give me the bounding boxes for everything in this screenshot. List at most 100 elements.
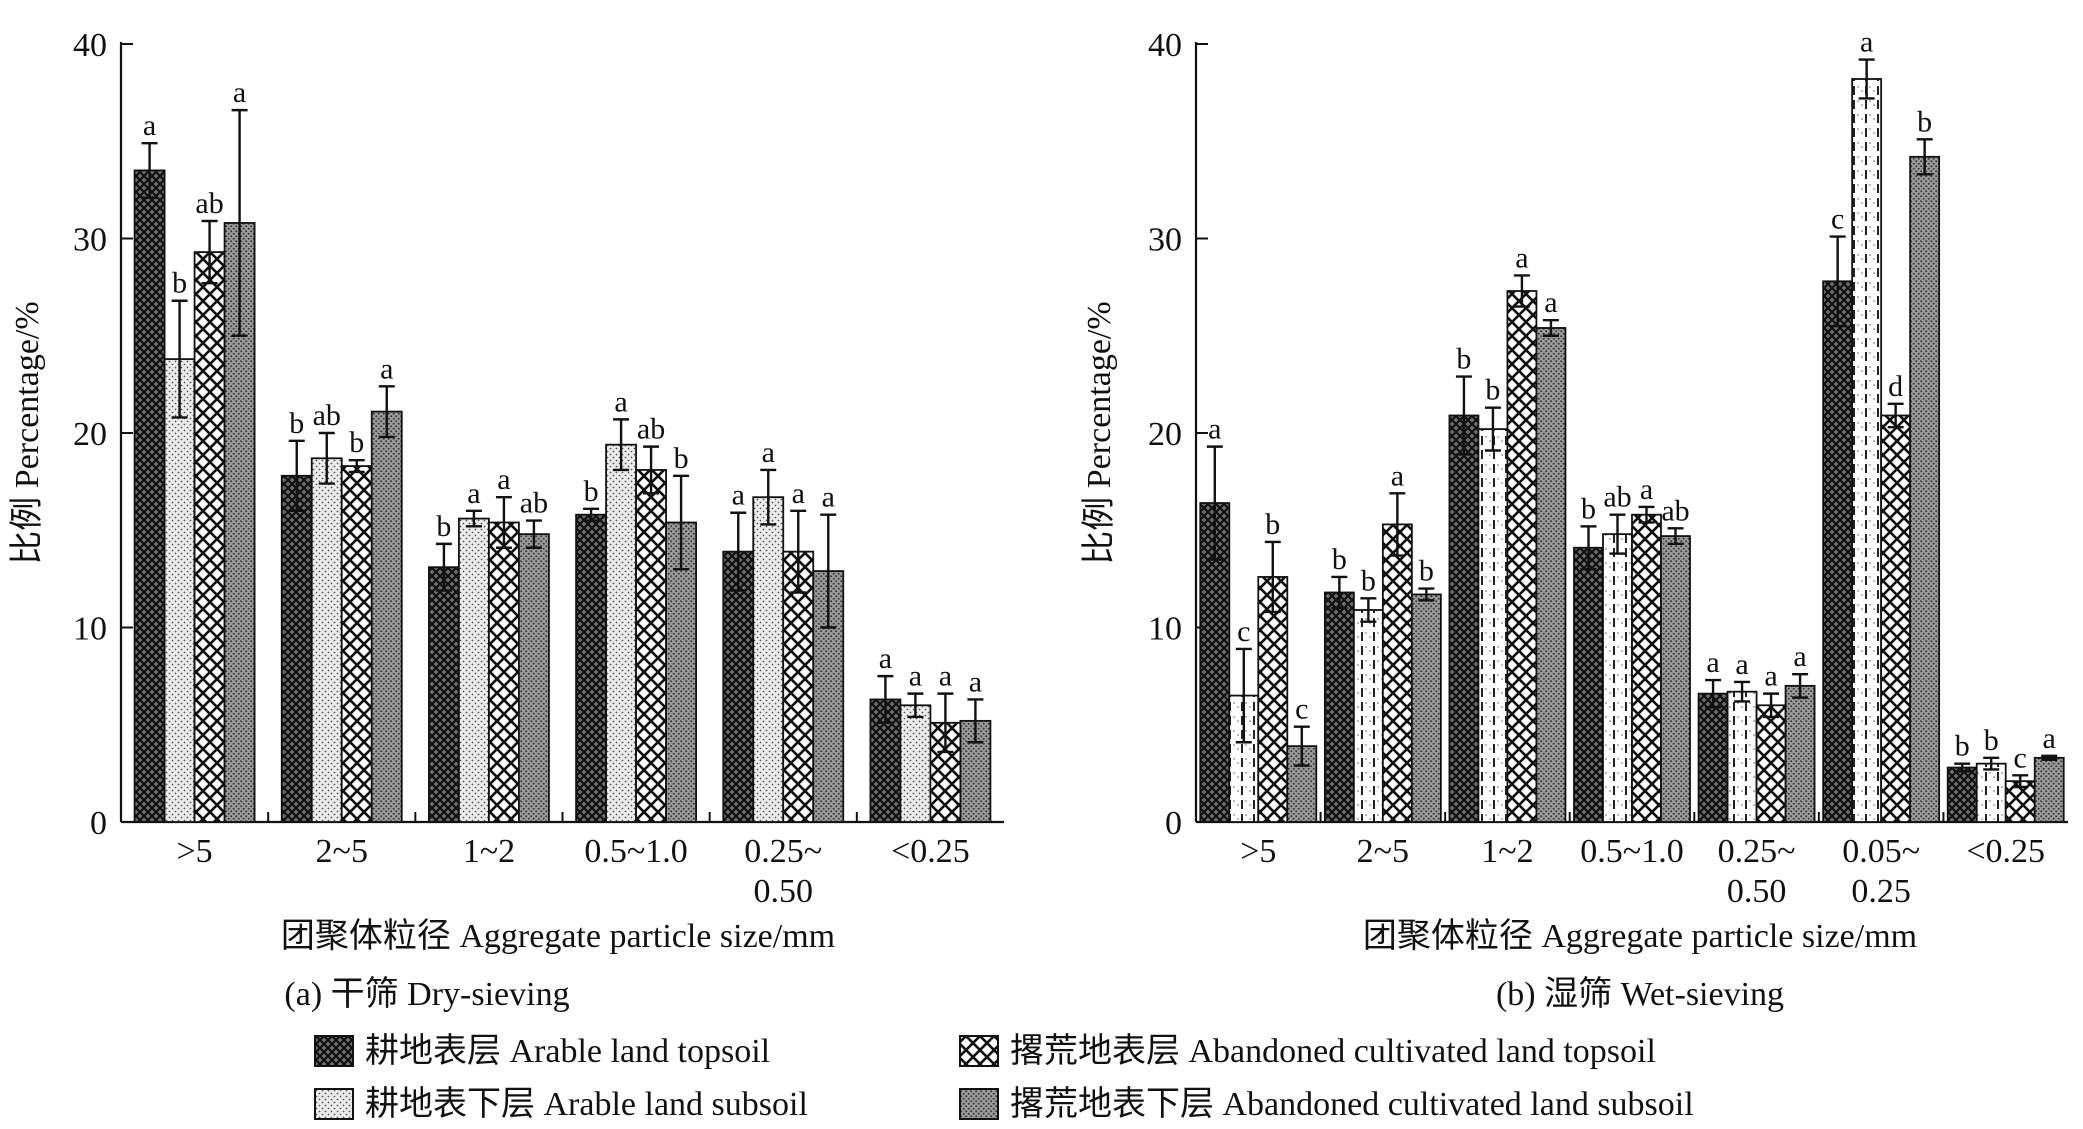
bar-5-s2 — [163, 358, 196, 823]
sig-label: ab — [637, 413, 665, 446]
legend: 耕地表层 Arable land topsoil 撂荒地表层 Abandoned… — [314, 1032, 1694, 1123]
bar-0-25-0-50-s2 — [752, 496, 785, 823]
sig-label: b — [1332, 543, 1347, 576]
bar-5-s3 — [1257, 576, 1289, 823]
sig-label: a — [467, 477, 480, 510]
legend-swatch-arable-topsoil — [314, 1035, 354, 1067]
sig-label: b — [1917, 105, 1932, 138]
sig-label: a — [614, 385, 627, 418]
sig-label: a — [822, 481, 835, 514]
sig-label: a — [762, 436, 775, 469]
bar-0-5-1-0-s1 — [1573, 546, 1604, 823]
sig-label: a — [1735, 648, 1748, 681]
sig-label: b — [1955, 730, 1970, 763]
sig-label: a — [233, 76, 246, 109]
y-tick-label: 20 — [1148, 416, 1182, 453]
x-tick-label-5: >5 — [176, 833, 212, 870]
x-tick-label-1-2: 1~2 — [1481, 833, 1533, 870]
y-tick-label: 0 — [1165, 805, 1182, 842]
sig-label: a — [879, 642, 892, 675]
sig-label: a — [1208, 413, 1221, 446]
bar-2-5-s3 — [340, 465, 373, 823]
bar-1-2-s4 — [518, 533, 550, 823]
legend-swatch-arable-subsoil — [314, 1088, 354, 1120]
legend-swatch-abandoned-topsoil — [959, 1035, 999, 1067]
bar-0-25-0-50-s3 — [782, 550, 815, 823]
sig-label: ab — [313, 399, 341, 432]
y-tick-label: 40 — [73, 27, 107, 64]
sig-label: a — [1860, 26, 1873, 59]
sig-label: a — [969, 665, 982, 698]
bar-0-05-0-25-s1 — [1822, 280, 1854, 823]
sig-label: a — [1793, 640, 1806, 673]
x-tick-label-0-5-1-0: 0.5~1.0 — [584, 833, 687, 870]
sig-label: a — [732, 479, 745, 512]
sig-label: b — [1581, 492, 1596, 525]
sig-label: a — [1515, 241, 1528, 274]
sig-label: a — [1706, 646, 1719, 679]
bar-2-5-s3 — [1381, 523, 1413, 823]
x-axis-title: 团聚体粒径 Aggregate particle size/mm — [281, 917, 835, 955]
bar-0-5-1-0-s4 — [1660, 535, 1691, 823]
legend-label-abandoned-topsoil: 撂荒地表层 Abandoned cultivated land topsoil — [1010, 1032, 1656, 1070]
sig-label: a — [792, 477, 805, 510]
y-tick-label: 10 — [73, 611, 107, 648]
sig-label: c — [1295, 693, 1308, 726]
bar-2-5-s1 — [1323, 591, 1355, 823]
bar-0-05-0-25-s4 — [1909, 155, 1941, 823]
x-tick-label-0-25: <0.25 — [891, 833, 970, 870]
x-tick-label-0-5-1-0: 0.5~1.0 — [1580, 833, 1683, 870]
legend-label-arable-topsoil: 耕地表层 Arable land topsoil — [365, 1032, 770, 1070]
x-tick-label-5: >5 — [1240, 833, 1276, 870]
caption-dry-sieving: (a) 干筛 Dry-sieving — [284, 975, 569, 1013]
sig-label: b — [1984, 724, 1999, 757]
sig-label: a — [1544, 286, 1557, 319]
sig-label: b — [1265, 508, 1280, 541]
bar-1-2-s1 — [1448, 414, 1480, 823]
y-tick-label: 10 — [1148, 611, 1182, 648]
bar-0-25-s2 — [1975, 762, 2007, 823]
sig-label: b — [1485, 374, 1500, 407]
bar-1-2-s2 — [458, 517, 490, 823]
sig-label: b — [289, 407, 304, 440]
sig-label: b — [1361, 564, 1376, 597]
sig-label: b — [172, 267, 187, 300]
bar-0-05-0-25-s3 — [1880, 414, 1912, 823]
sig-label: c — [1237, 615, 1250, 648]
bar-2-5-s4 — [1410, 593, 1442, 823]
sig-label: a — [2043, 722, 2056, 755]
sig-label: a — [909, 660, 922, 693]
sig-label: a — [939, 660, 952, 693]
bar-1-2-s3 — [1506, 290, 1538, 823]
x-axis-title: 团聚体粒径 Aggregate particle size/mm — [1363, 917, 1917, 955]
sig-label: b — [349, 426, 364, 459]
bar-2-5-s2 — [1352, 609, 1384, 823]
sig-label: b — [674, 442, 689, 475]
sig-label: ab — [520, 487, 548, 520]
bar-0-25-s2 — [899, 704, 932, 823]
bar-0-25-0-50-s1 — [1697, 692, 1729, 823]
legend-label-abandoned-subsoil: 撂荒地表下层 Abandoned cultivated land subsoil — [1010, 1085, 1694, 1123]
bar-1-2-s3 — [488, 521, 520, 823]
bar-0-5-1-0-s3 — [1631, 513, 1662, 823]
bar-0-5-1-0-s2 — [605, 443, 637, 823]
bar-5-s1 — [133, 169, 166, 823]
bar-2-5-s4 — [370, 410, 403, 823]
bar-0-25-s1 — [1946, 766, 1978, 823]
bar-0-5-1-0-s1 — [575, 513, 607, 823]
y-tick-label: 0 — [90, 805, 107, 842]
y-axis-title: 比例 Percentage/% — [1081, 301, 1118, 564]
sig-label: a — [143, 109, 156, 142]
bar-0-5-1-0-s3 — [635, 469, 667, 823]
sig-label: d — [1888, 370, 1903, 403]
y-tick-label: 20 — [73, 416, 107, 453]
bar-2-5-s2 — [310, 457, 343, 823]
bar-0-05-0-25-s2 — [1851, 78, 1883, 823]
y-tick-label: 30 — [73, 222, 107, 259]
sig-label: b — [436, 510, 451, 543]
x-tick-label-2-5: 2~5 — [316, 833, 368, 870]
x-tick-label-0-05-0-25: 0.05~ 0.25 — [1842, 833, 1920, 910]
panel-wet-sieving: 0 10 20 30 40 >5 2~5 1~2 0.5~1.0 0.25~ 0.50 0.05~ 0.… — [1081, 26, 2068, 955]
y-tick-label: 40 — [1148, 27, 1182, 64]
